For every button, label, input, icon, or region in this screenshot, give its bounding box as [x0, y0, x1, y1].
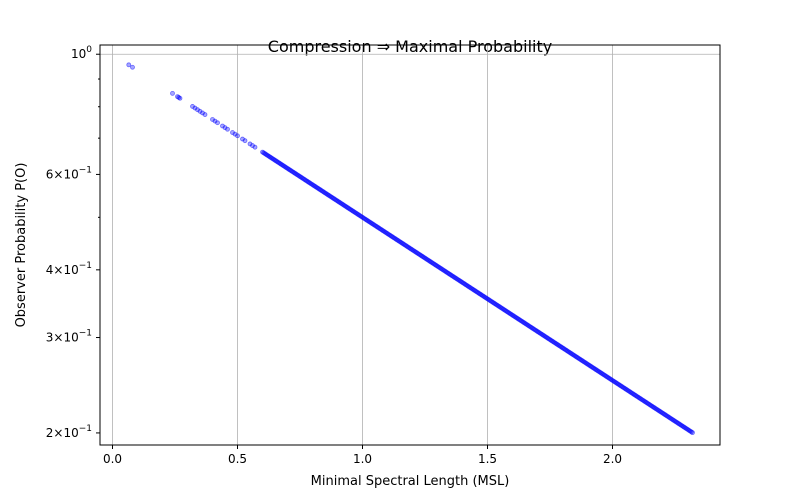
data-point — [130, 64, 135, 70]
y-tick-label: 3×10−1 — [46, 329, 92, 345]
data-point — [215, 120, 220, 126]
plot-frame — [99, 44, 721, 446]
data-point — [202, 112, 208, 117]
x-tick-label: 1.0 — [353, 452, 372, 466]
x-tick-label: 2.0 — [603, 452, 622, 466]
y-tick-label: 2×10−1 — [46, 424, 92, 440]
y-tick-label: 100 — [71, 45, 92, 61]
y-tick-label: 6×10−1 — [46, 165, 92, 181]
data-point — [242, 138, 248, 144]
y-tick-label: 4×10−1 — [46, 261, 92, 277]
x-axis-label: Minimal Spectral Length (MSL) — [311, 474, 510, 489]
data-point — [170, 90, 175, 96]
data-point — [252, 144, 258, 150]
data-point — [235, 133, 240, 139]
chart-title: Compression ⇒ Maximal Probability — [268, 37, 552, 56]
x-tick-label: 1.5 — [478, 452, 497, 466]
x-tick-label: 0.5 — [228, 452, 247, 466]
x-tick-label: 0.0 — [103, 452, 122, 466]
data-point — [225, 126, 230, 132]
y-axis-label: Observer Probability P(O) — [14, 163, 29, 328]
data-point — [690, 430, 695, 436]
data-point — [177, 95, 183, 101]
data-point — [126, 62, 132, 68]
